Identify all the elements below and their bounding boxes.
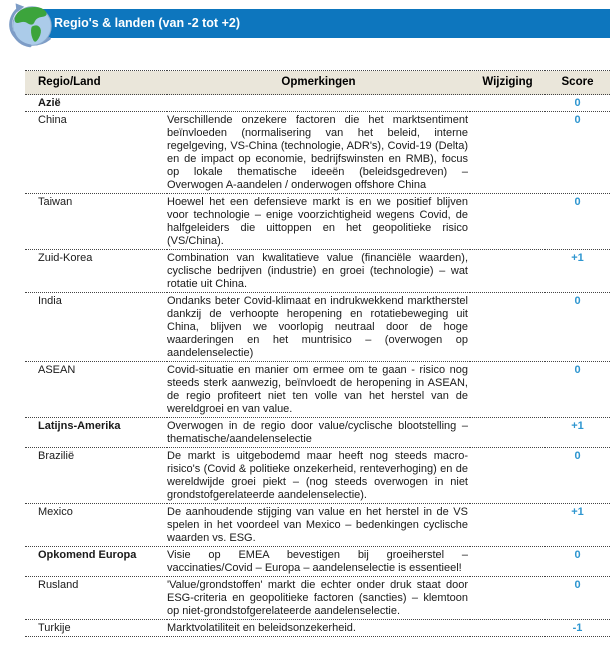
table-row: Zuid-Korea Combination van kwalitatieve v… <box>25 249 610 293</box>
region-cell: China <box>25 111 167 194</box>
score-cell: 0 <box>545 292 610 362</box>
wijziging-cell <box>470 249 545 293</box>
table-row: Taiwan Hoewel het een defensieve markt is… <box>25 193 610 250</box>
wijziging-cell <box>470 503 545 547</box>
table-row: Azië 0 <box>25 94 610 112</box>
region-cell: Rusland <box>25 576 167 620</box>
table-row: Mexico De aanhoudende stijging van value … <box>25 503 610 547</box>
table-row: ASEAN Covid-situatie en manier om ermee o… <box>25 361 610 418</box>
wijziging-cell <box>470 193 545 250</box>
region-cell: Brazilië <box>25 447 167 504</box>
region-cell: India <box>25 292 167 362</box>
regions-table: Regio/Land Opmerkingen Wijziging Score A… <box>25 70 610 637</box>
comment-cell: Covid-situatie en manier om ermee om te … <box>167 361 470 418</box>
comment-cell: Ondanks beter Covid-klimaat en indrukwek… <box>167 292 470 362</box>
col-header-wijziging: Wijziging <box>470 70 545 95</box>
wijziging-cell <box>470 94 545 112</box>
section-title: Regio's & landen (van -2 tot +2) <box>54 16 240 30</box>
region-cell: Latijns-Amerika <box>25 417 167 448</box>
wijziging-cell <box>470 111 545 194</box>
region-cell: Azië <box>25 94 167 112</box>
region-cell: Opkomend Europa <box>25 546 167 577</box>
region-cell: Turkije <box>25 619 167 637</box>
comment-cell: Hoewel het een defensieve markt is en we… <box>167 193 470 250</box>
table-row: India Ondanks beter Covid-klimaat en indr… <box>25 292 610 362</box>
wijziging-cell <box>470 546 545 577</box>
region-cell: ASEAN <box>25 361 167 418</box>
wijziging-cell <box>470 576 545 620</box>
score-cell: 0 <box>545 111 610 194</box>
score-cell: 0 <box>545 94 610 112</box>
col-header-opmerkingen: Opmerkingen <box>167 70 470 95</box>
comment-cell: Verschillende onzekere factoren die het … <box>167 111 470 194</box>
score-cell: 0 <box>545 546 610 577</box>
score-cell: 0 <box>545 361 610 418</box>
wijziging-cell <box>470 619 545 637</box>
table-row: Opkomend Europa Visie op EMEA bevestigen … <box>25 546 610 577</box>
table-row: Rusland 'Value/grondstoffen' markt die ec… <box>25 576 610 620</box>
globe-icon <box>9 3 52 48</box>
comment-cell: Visie op EMEA bevestigen bij groeiherste… <box>167 546 470 577</box>
wijziging-cell <box>470 447 545 504</box>
comment-cell: Overwogen in de regio door value/cyclisc… <box>167 417 470 448</box>
comment-cell: Combination van kwalitatieve value (fina… <box>167 249 470 293</box>
score-cell: +1 <box>545 417 610 448</box>
score-cell: 0 <box>545 576 610 620</box>
col-header-regio-land: Regio/Land <box>25 70 167 95</box>
col-header-score: Score <box>545 70 610 95</box>
comment-cell: Marktvolatiliteit en beleidsonzekerheid. <box>167 619 470 637</box>
table-row: Latijns-Amerika Overwogen in de regio doo… <box>25 417 610 448</box>
table-row: China Verschillende onzekere factoren die… <box>25 111 610 194</box>
score-cell: 0 <box>545 447 610 504</box>
wijziging-cell <box>470 292 545 362</box>
comment-cell: De aanhoudende stijging van value en het… <box>167 503 470 547</box>
comment-cell: 'Value/grondstoffen' markt die echter on… <box>167 576 470 620</box>
table-row: Turkije Marktvolatiliteit en beleidsonzek… <box>25 619 610 637</box>
region-cell: Zuid-Korea <box>25 249 167 293</box>
score-cell: +1 <box>545 503 610 547</box>
table-header-row: Regio/Land Opmerkingen Wijziging Score <box>25 70 610 95</box>
table-row: Brazilië De markt is uitgebodemd maar hee… <box>25 447 610 504</box>
comment-cell <box>167 94 470 112</box>
region-cell: Mexico <box>25 503 167 547</box>
wijziging-cell <box>470 417 545 448</box>
region-cell: Taiwan <box>25 193 167 250</box>
score-cell: 0 <box>545 193 610 250</box>
wijziging-cell <box>470 361 545 418</box>
score-cell: +1 <box>545 249 610 293</box>
score-cell: -1 <box>545 619 610 637</box>
section-banner: Regio's & landen (van -2 tot +2) <box>30 9 610 38</box>
comment-cell: De markt is uitgebodemd maar heeft nog s… <box>167 447 470 504</box>
